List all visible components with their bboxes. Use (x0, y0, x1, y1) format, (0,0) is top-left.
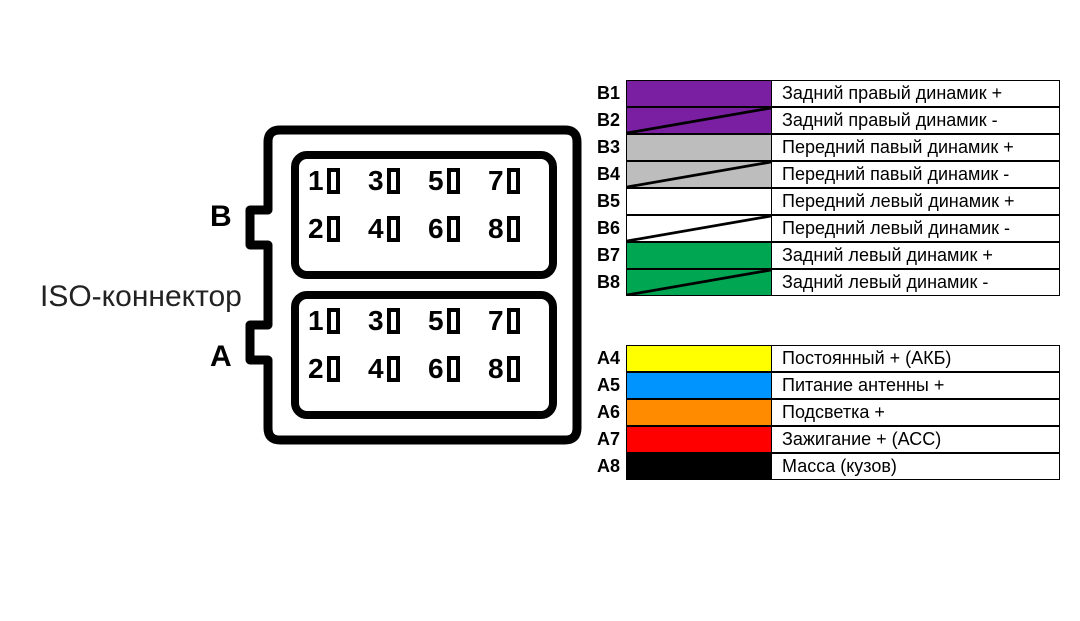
connector-label-b: B (210, 200, 232, 234)
legend-description: Подсветка + (772, 399, 1060, 426)
legend-block-a: A4Постоянный + (АКБ)A5Питание антенны +A… (590, 345, 1060, 480)
legend-description: Задний левый динамик - (772, 269, 1060, 296)
pin-b3: 3 (368, 165, 428, 197)
legend-block-b: B1 Задний правый динамик + B2 Задний правый… (590, 80, 1060, 296)
connector-label-a: A (210, 340, 232, 374)
pin-b2: 2 (308, 213, 368, 245)
legend-color-swatch (626, 453, 772, 480)
legend-color-swatch (626, 399, 772, 426)
legend-description: Задний левый динамик + (772, 242, 1060, 269)
legend-color-swatch (626, 269, 772, 296)
pin-a4: 4 (368, 353, 428, 385)
pin-a8: 8 (488, 353, 548, 385)
pin-b4: 4 (368, 213, 428, 245)
legend-pin-label: A7 (590, 426, 626, 453)
legend-a-row-a7: A7 Зажигание + (АСС) (590, 426, 1060, 453)
legend-b-row-b7: B7 Задний левый динамик + (590, 242, 1060, 269)
pin-b1: 1 (308, 165, 368, 197)
legend-description: Передний левый динамик - (772, 215, 1060, 242)
legend-pin-label: B2 (590, 107, 626, 134)
legend-description: Питание антенны + (772, 372, 1060, 399)
legend-b-row-b3: B3 Передний павый динамик + (590, 134, 1060, 161)
pin-a2: 2 (308, 353, 368, 385)
legend-color-swatch (626, 372, 772, 399)
legend-description: Зажигание + (АСС) (772, 426, 1060, 453)
legend-a-row-a4: A4 Постоянный + (АКБ) (590, 345, 1060, 372)
legend-pin-label: B8 (590, 269, 626, 296)
legend-pin-label: B7 (590, 242, 626, 269)
legend-description: Передний павый динамик - (772, 161, 1060, 188)
legend-pin-label: B5 (590, 188, 626, 215)
pin-b5: 5 (428, 165, 488, 197)
legend-pin-label: B6 (590, 215, 626, 242)
legend-description: Передний павый динамик + (772, 134, 1060, 161)
legend-color-swatch (626, 80, 772, 107)
legend-pin-label: A5 (590, 372, 626, 399)
pin-a3: 3 (368, 305, 428, 337)
legend-b-row-b1: B1 Задний правый динамик + (590, 80, 1060, 107)
legend-pin-label: B3 (590, 134, 626, 161)
legend-b-row-b6: B6 Передний левый динамик - (590, 215, 1060, 242)
legend-b-row-b4: B4 Передний павый динамик - (590, 161, 1060, 188)
legend-description: Масса (кузов) (772, 453, 1060, 480)
legend-a-row-a6: A6 Подсветка + (590, 399, 1060, 426)
legend-b-row-b2: B2 Задний правый динамик - (590, 107, 1060, 134)
legend-color-swatch (626, 107, 772, 134)
block-b-pins: 1 3 5 7 2 4 6 8 (308, 165, 548, 245)
legend-color-swatch (626, 242, 772, 269)
block-a-pins: 1 3 5 7 2 4 6 8 (308, 305, 548, 385)
pin-b6: 6 (428, 213, 488, 245)
legend-color-swatch (626, 134, 772, 161)
legend-pin-label: A8 (590, 453, 626, 480)
legend-color-swatch (626, 215, 772, 242)
diagram-title: ISO-коннектор (40, 280, 242, 314)
pin-b7: 7 (488, 165, 548, 197)
legend-color-swatch (626, 345, 772, 372)
pin-b8: 8 (488, 213, 548, 245)
pin-a6: 6 (428, 353, 488, 385)
legend-description: Задний правый динамик + (772, 80, 1060, 107)
legend-pin-label: A4 (590, 345, 626, 372)
legend-pin-label: B1 (590, 80, 626, 107)
legend-pin-label: B4 (590, 161, 626, 188)
legend-b-row-b8: B8 Задний левый динамик - (590, 269, 1060, 296)
pin-a5: 5 (428, 305, 488, 337)
legend-a-row-a8: A8 Масса (кузов) (590, 453, 1060, 480)
legend-color-swatch (626, 426, 772, 453)
pin-a1: 1 (308, 305, 368, 337)
legend-description: Задний правый динамик - (772, 107, 1060, 134)
legend-description: Передний левый динамик + (772, 188, 1060, 215)
pin-a7: 7 (488, 305, 548, 337)
legend-color-swatch (626, 161, 772, 188)
legend-description: Постоянный + (АКБ) (772, 345, 1060, 372)
legend-color-swatch (626, 188, 772, 215)
legend-b-row-b5: B5 Передний левый динамик + (590, 188, 1060, 215)
legend-a-row-a5: A5 Питание антенны + (590, 372, 1060, 399)
legend-pin-label: A6 (590, 399, 626, 426)
